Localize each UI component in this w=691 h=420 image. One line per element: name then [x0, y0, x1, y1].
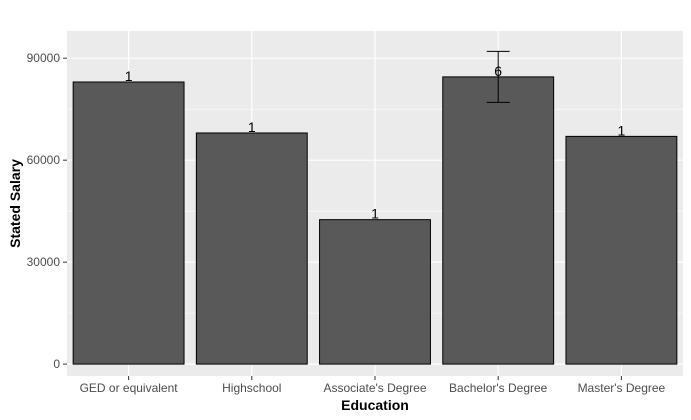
y-tick-label: 90000 [27, 51, 61, 65]
x-tick-label: Bachelor's Degree [449, 381, 548, 395]
count-label: 1 [371, 206, 379, 222]
x-tick-label: Master's Degree [578, 381, 666, 395]
y-tick-label: 60000 [27, 153, 61, 167]
error-bars [486, 50, 510, 103]
x-tick-label: Associate's Degree [323, 381, 426, 395]
bar [72, 81, 185, 365]
x-axis: GED or equivalent Highschool Associate's D… [80, 376, 666, 395]
count-label: 6 [494, 63, 502, 79]
bar [319, 219, 431, 365]
x-axis-title: Education [341, 397, 409, 413]
y-tick-label: 0 [53, 357, 60, 371]
bar [565, 135, 678, 365]
count-label: 1 [618, 122, 626, 138]
x-tick-label: Highschool [222, 381, 281, 395]
x-tick-label: GED or equivalent [80, 381, 179, 395]
y-tick-label: 30000 [27, 255, 61, 269]
bar [442, 76, 555, 365]
count-label: 1 [248, 119, 256, 135]
y-axis: 0 30000 60000 90000 [27, 51, 67, 371]
y-axis-title: Stated Salary [7, 159, 23, 248]
bar [195, 132, 308, 365]
bars [72, 76, 678, 365]
count-label: 1 [125, 68, 133, 84]
